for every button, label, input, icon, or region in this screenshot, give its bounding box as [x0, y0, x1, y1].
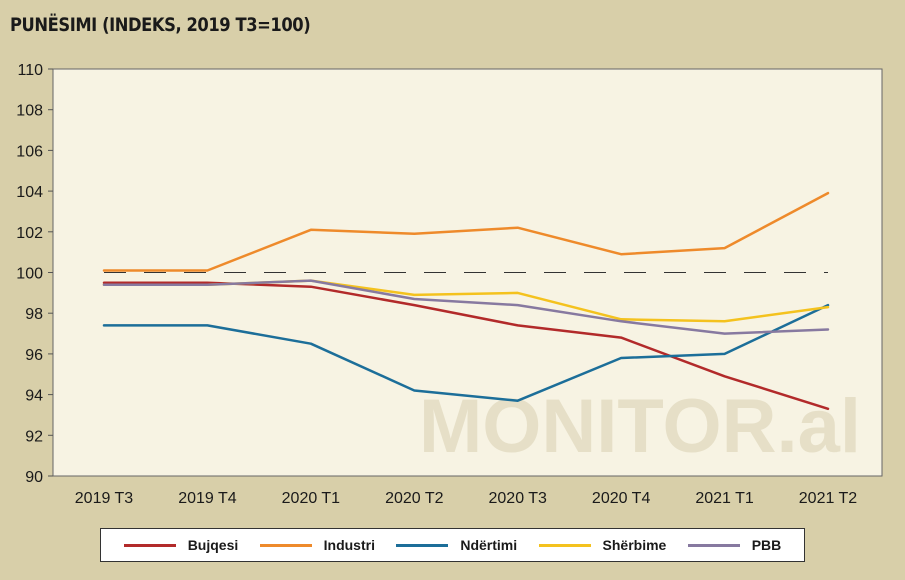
legend-item: Industri: [259, 537, 375, 553]
x-tick-label: 2020 T1: [282, 490, 341, 507]
y-tick-label: 90: [25, 469, 43, 486]
x-tick-label: 2019 T3: [75, 490, 134, 507]
series-line-pbb: [102, 279, 830, 335]
y-tick-label: 110: [17, 62, 43, 79]
legend-swatch: [396, 543, 449, 547]
legend-label: Ndërtimi: [460, 537, 518, 553]
legend-label: Shërbime: [602, 537, 667, 553]
legend-item: Bujqesi: [123, 537, 239, 553]
chart-title: PUNËSIMI (INDEKS, 2019 T3=100): [10, 14, 311, 36]
x-tick-label: 2020 T3: [489, 490, 548, 507]
legend-swatch: [538, 543, 591, 547]
y-tick-label: 96: [25, 347, 43, 364]
y-tick-label: 102: [16, 225, 43, 242]
x-tick-label: 2019 T4: [178, 490, 237, 507]
legend-item: PBB: [687, 537, 782, 553]
y-tick-label: 98: [25, 306, 43, 323]
y-tick-label: 106: [16, 143, 43, 160]
legend-item: Shërbime: [538, 537, 667, 553]
y-tick-label: 108: [16, 103, 43, 120]
legend-label: PBB: [751, 537, 782, 553]
legend-label: Industri: [323, 537, 375, 553]
legend-label: Bujqesi: [187, 537, 239, 553]
y-tick-label: 92: [25, 428, 43, 445]
legend-item: Ndërtimi: [396, 537, 517, 553]
series-line-industri: [102, 191, 830, 272]
x-tick-label: 2021 T1: [695, 490, 754, 507]
line-chart: MONITOR.al909294969810010210410610811020…: [16, 62, 883, 507]
x-tick-label: 2020 T4: [592, 490, 651, 507]
legend-swatch: [259, 543, 312, 547]
x-tick-label: 2020 T2: [385, 490, 444, 507]
legend-swatch: [123, 543, 176, 547]
x-tick-label: 2021 T2: [799, 490, 858, 507]
y-tick-label: 94: [25, 388, 43, 405]
y-tick-label: 100: [16, 266, 43, 283]
legend-swatch: [687, 543, 740, 547]
series-line-ndërtimi: [102, 303, 830, 402]
legend: Bujqesi Industri Ndërtimi Shërbime PBB: [100, 528, 805, 562]
y-tick-label: 104: [16, 184, 43, 201]
